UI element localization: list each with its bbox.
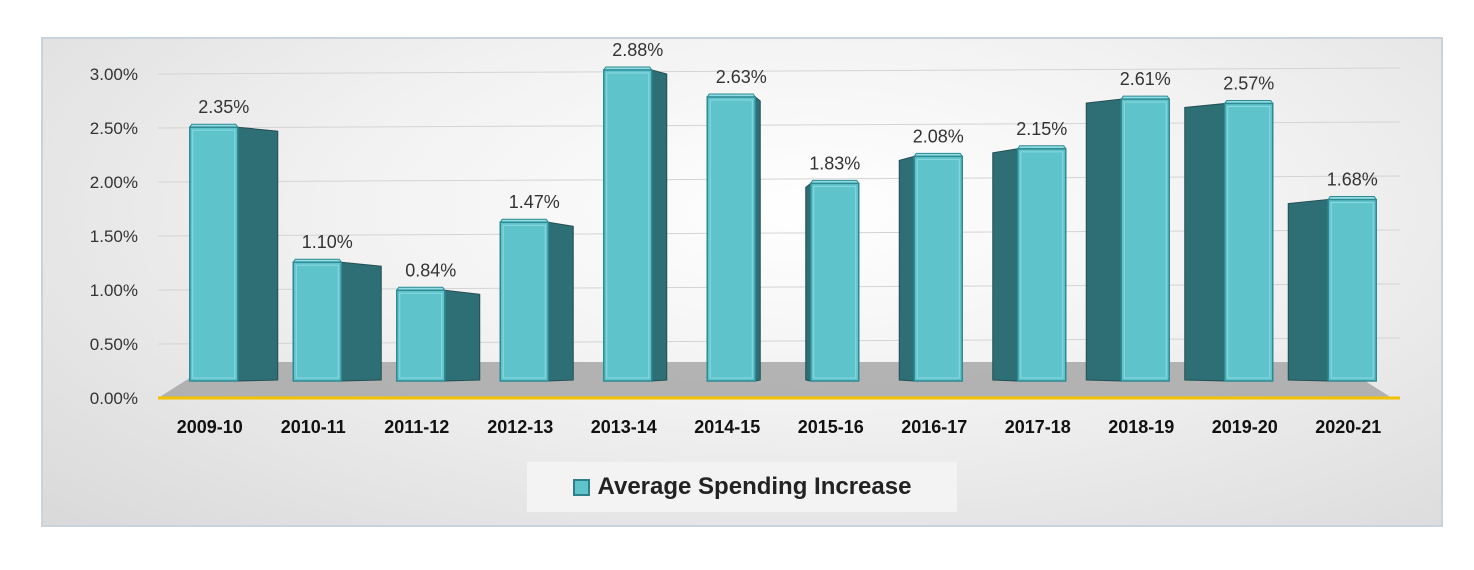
y-axis-ticks: 0.00% 0.50% 1.00% 1.50% 2.00% 2.50% 3.00% [90,65,138,408]
bar-highlight [1123,101,1167,379]
x-tick-label: 2010-11 [281,417,346,437]
data-label: 2.35% [198,97,249,117]
data-label: 1.83% [809,153,860,173]
x-tick-label: 2011-12 [384,417,449,437]
bar-highlight [399,292,443,379]
bar-side [444,289,481,382]
bar-2017-18: 2.15% [992,119,1067,382]
bar-front [913,155,963,382]
bar-2011-12: 0.84% [395,260,481,382]
data-label: 2.61% [1120,69,1171,89]
bar-2013-14: 2.88% [602,40,668,382]
bar-side [651,69,668,382]
bar-highlight [709,99,753,379]
bar-highlight [502,224,546,379]
x-tick-label: 2013-14 [591,417,657,437]
bar-side [1287,199,1329,382]
bar-2010-11: 1.10% [292,232,382,382]
bar-front [1224,102,1274,382]
y-tick-label: 3.00% [90,65,138,84]
bar-highlight [813,185,857,379]
x-tick-label: 2020-21 [1315,417,1381,437]
data-label: 0.84% [405,260,456,280]
bar-front [603,69,653,382]
bar-side [547,221,574,382]
x-tick-label: 2016-17 [901,417,967,437]
bar-highlight [1330,202,1374,379]
y-tick-label: 2.50% [90,119,138,138]
bar-2020-21: 1.68% [1287,170,1378,382]
bar-highlight [192,129,236,379]
x-tick-label: 2019-20 [1212,417,1278,437]
bar-highlight [606,72,650,379]
bar-front [292,261,342,382]
bar-front [810,182,860,382]
bar-2009-10: 2.35% [188,97,279,382]
bar-front [1120,98,1170,382]
bar-highlight [916,158,960,379]
x-tick-label: 2017-18 [1005,417,1071,437]
bar-front [1327,198,1377,382]
gridline [157,67,1401,75]
y-tick-label: 2.00% [90,173,138,192]
bar-front [706,96,756,382]
x-tick-label: 2018-19 [1108,417,1174,437]
bar-2016-17: 2.08% [898,126,964,382]
bar-side [992,148,1019,382]
y-tick-label: 1.50% [90,227,138,246]
bar-side [340,261,382,382]
bar-2018-19: 2.61% [1085,69,1171,382]
bar-side [1085,98,1122,382]
bar-highlight [295,264,339,379]
data-label: 1.10% [302,232,353,252]
x-tick-label: 2009-10 [177,417,243,437]
bar-front [1017,148,1067,382]
data-label: 2.08% [913,126,964,146]
legend-label: Average Spending Increase [597,473,912,500]
bar-highlight [1227,105,1271,379]
y-tick-label: 1.00% [90,281,138,300]
bar-side [898,155,915,382]
bar-front [189,126,239,382]
bar-2019-20: 2.57% [1184,73,1274,382]
x-axis-ticks: 2009-10 2010-11 2011-12 2012-13 2013-14 2014-… [177,417,1382,437]
x-tick-label: 2012-13 [487,417,553,437]
bar-front [396,289,446,382]
legend: Average Spending Increase [527,462,957,512]
data-label: 2.57% [1223,73,1274,93]
y-tick-label: 0.50% [90,335,138,354]
data-label: 1.47% [509,192,560,212]
bar-2012-13: 1.47% [499,192,574,382]
bar-side [1184,102,1226,382]
x-tick-label: 2014-15 [694,417,760,437]
data-label: 2.88% [612,40,663,60]
y-tick-label: 0.00% [90,389,138,408]
bar-highlight [1020,151,1064,379]
bar-front [499,221,549,382]
data-label: 1.68% [1327,170,1378,190]
legend-swatch [572,478,590,496]
bars: 2.35% 1.10% 0.84% 1.47% 2.88% 2.63% 1.83% 2.08%… [188,40,1378,382]
bar-side [237,126,279,382]
x-tick-label: 2015-16 [798,417,864,437]
bar-2014-15: 2.63% [706,67,767,382]
bar-2015-16: 1.83% [805,153,860,382]
data-label: 2.15% [1016,119,1067,139]
data-label: 2.63% [716,67,767,87]
